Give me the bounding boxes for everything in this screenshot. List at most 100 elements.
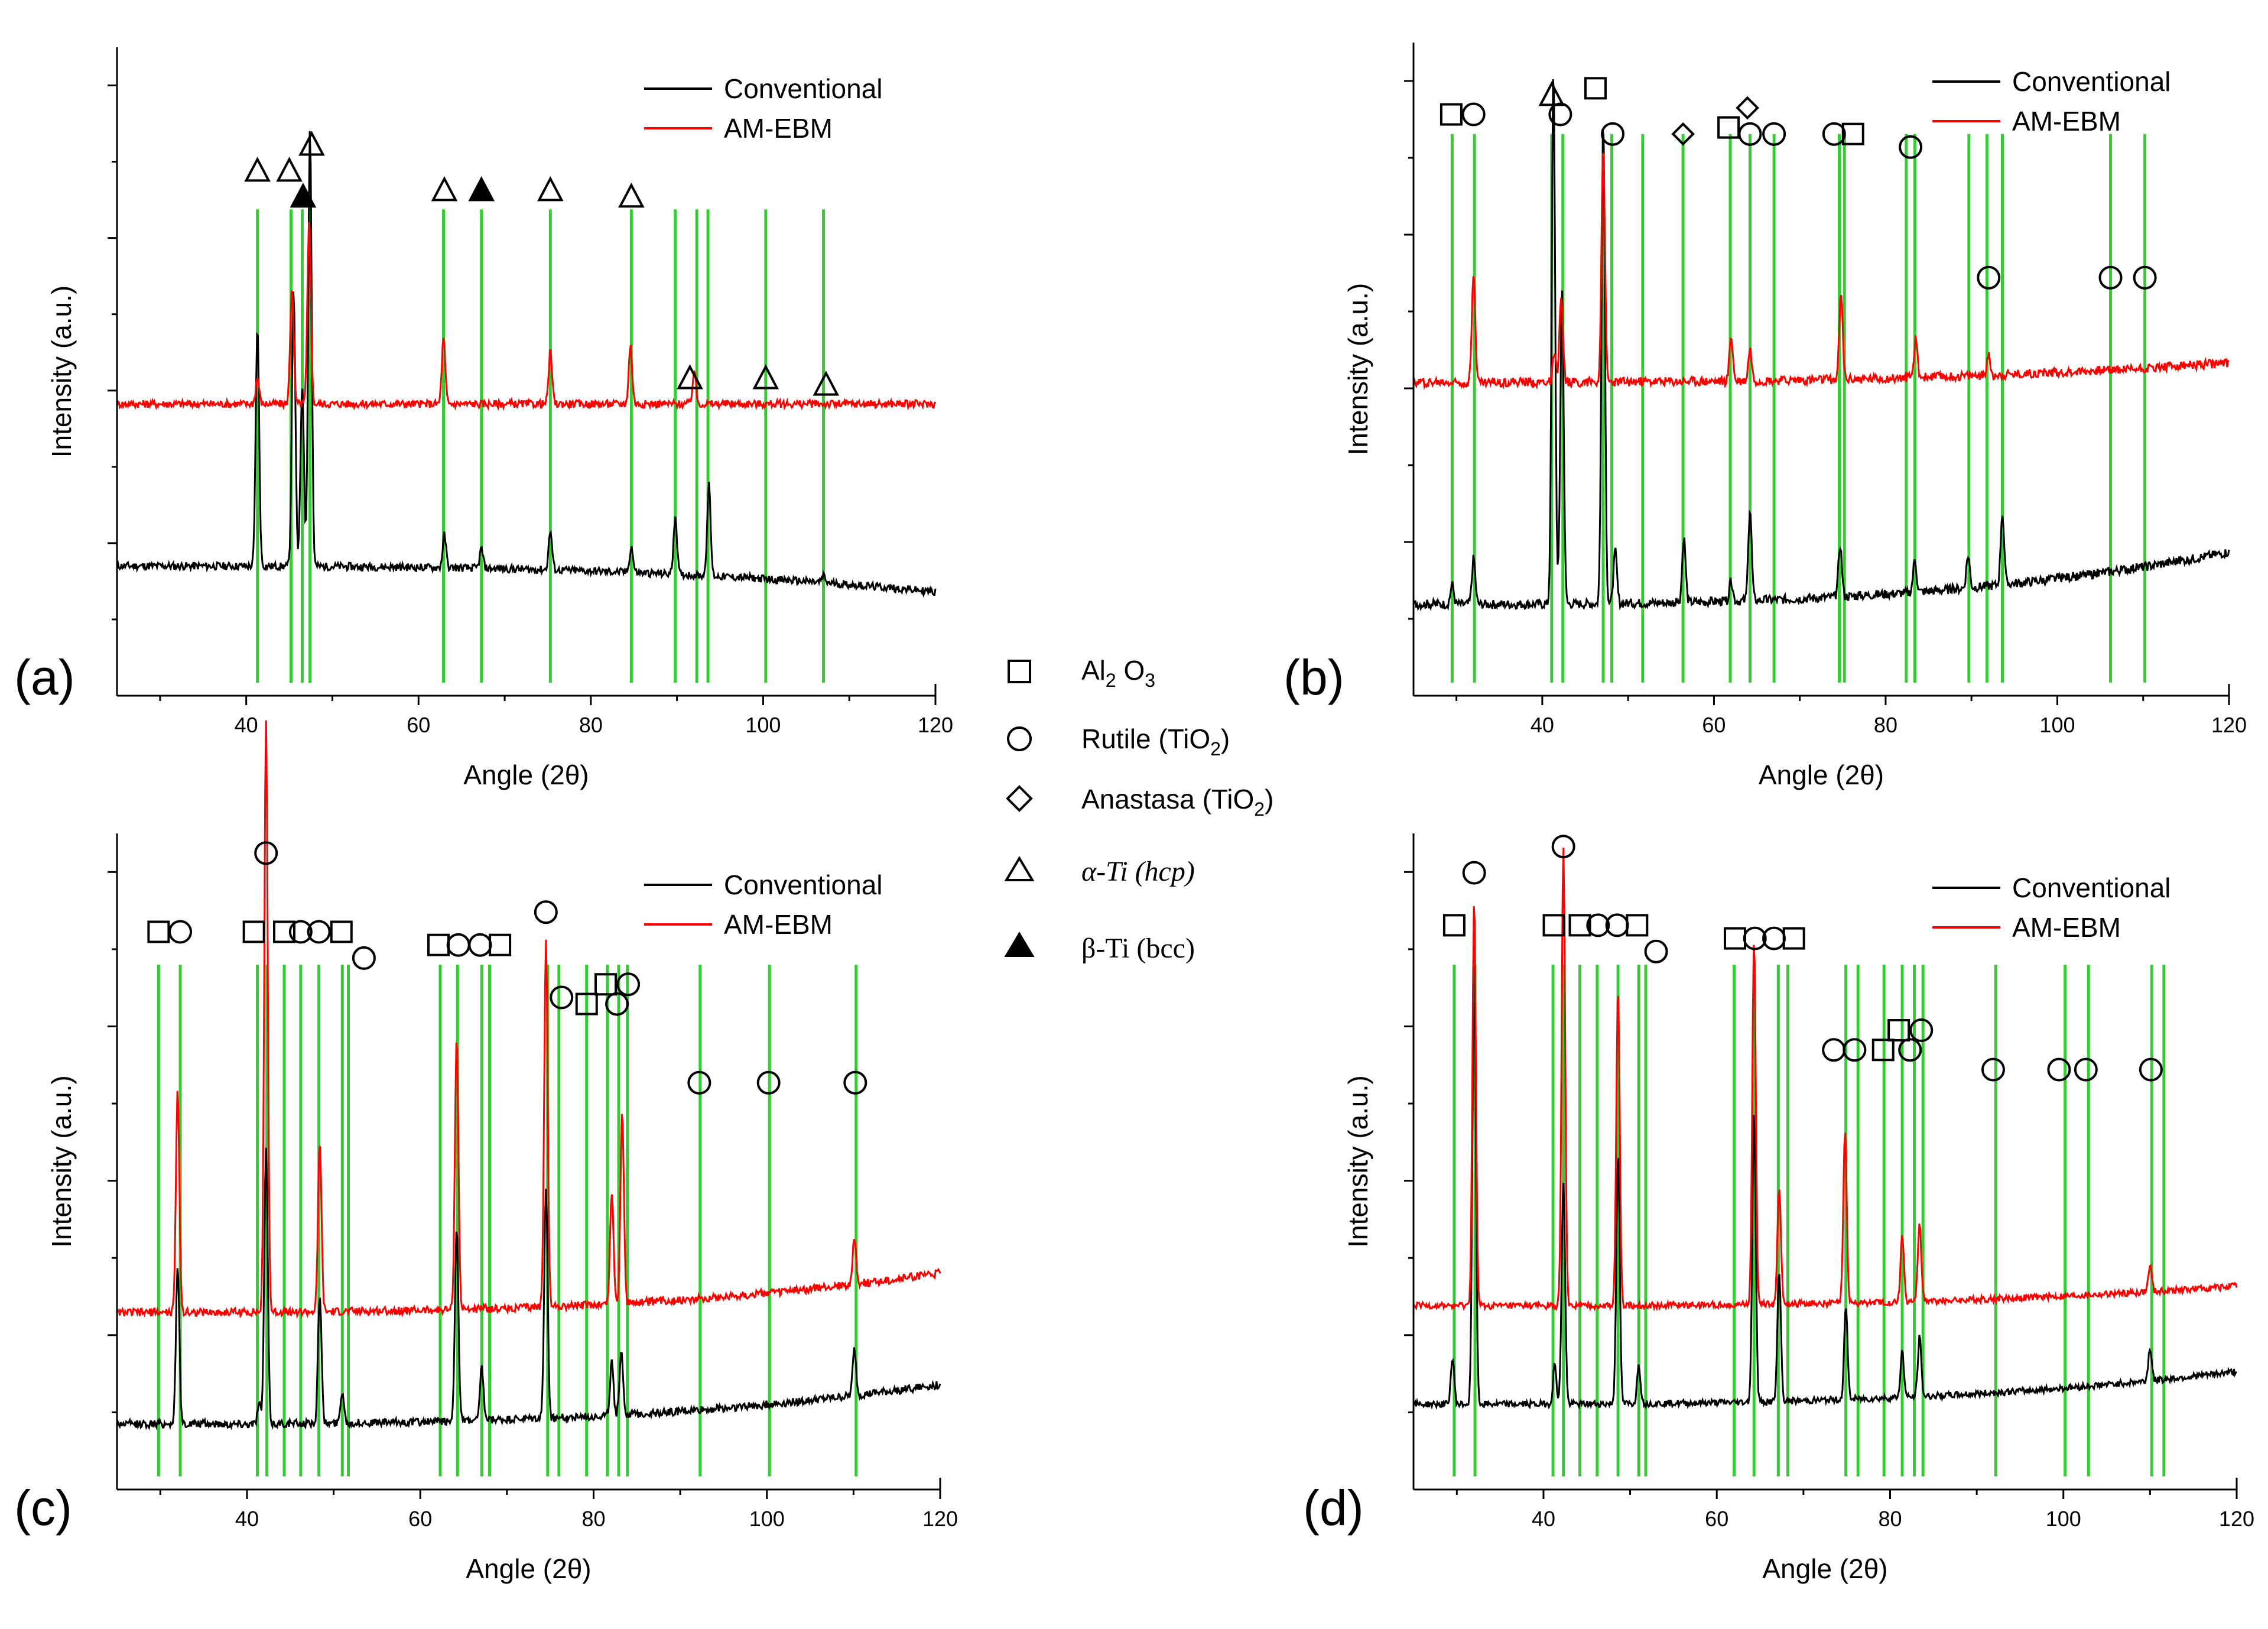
phase-key-beta-ti-label: β-Ti (bcc)	[1081, 933, 1195, 964]
circle-marker	[1822, 122, 1846, 146]
x-tick-label: 80	[1878, 1507, 1902, 1531]
series-legend: Conventional AM-EBM	[644, 869, 883, 940]
square-marker	[1584, 77, 1607, 100]
legend-label-am-ebm: AM-EBM	[2012, 106, 2121, 137]
circle-marker	[534, 900, 558, 924]
series-line-conventional	[116, 131, 937, 598]
x-tick-label: 80	[1874, 713, 1897, 737]
series-line-conventional	[1412, 966, 2237, 1410]
triangle-marker	[431, 176, 458, 202]
triangle-marker	[618, 183, 645, 208]
triangle-marker	[813, 371, 840, 396]
triangle-marker	[677, 364, 703, 390]
circle-marker	[1644, 939, 1668, 963]
y-axis-label: Intensity (a.u.)	[1343, 283, 1373, 455]
x-axis-label: Angle (2θ)	[1759, 760, 1884, 790]
triangle-filled-marker	[468, 176, 495, 202]
legend-label-conventional: Conventional	[2012, 872, 2171, 903]
x-tick-label: 80	[581, 1507, 605, 1531]
triangle-marker	[298, 131, 325, 156]
legend-label-am-ebm: AM-EBM	[2012, 912, 2121, 943]
circle-marker-icon	[1007, 726, 1032, 751]
y-axis-label: Intensity (a.u.)	[46, 285, 77, 457]
circle-marker	[1461, 102, 1486, 126]
circle-marker	[2047, 1057, 2071, 1082]
square-marker	[594, 973, 618, 996]
circle-marker	[1551, 835, 1575, 859]
filled-triangle-marker-icon	[1004, 932, 1035, 957]
square-marker	[575, 992, 598, 1015]
circle-marker	[1743, 926, 1767, 950]
triangle-marker	[276, 157, 303, 182]
series-line-am-ebm	[116, 720, 941, 1319]
x-tick-label: 100	[745, 713, 781, 737]
circle-marker	[687, 1070, 711, 1095]
x-tick-label: 40	[1531, 713, 1554, 737]
x-tick-label: 60	[1705, 1507, 1728, 1531]
panel-label-a: (a)	[14, 650, 75, 705]
circle-marker	[352, 946, 376, 970]
phase-key-rutile: Rutile (TiO2)	[1007, 723, 1230, 760]
legend-label-conventional: Conventional	[724, 73, 883, 104]
circle-marker	[2098, 265, 2123, 290]
square-marker	[1440, 103, 1463, 126]
series-line-conventional	[1412, 79, 2230, 612]
panel-1: 40 60 80 100 120 Angle (2θ) Intensity (a.u.) Co…	[1343, 43, 2247, 790]
series-legend: Conventional AM-EBM	[1932, 872, 2171, 943]
series-line-am-ebm	[1412, 152, 2230, 390]
diamond-marker	[1736, 96, 1759, 120]
square-marker	[1782, 927, 1805, 950]
phase-key: Al2 O3 Rutile (TiO2) Anastasa (TiO2) α-T…	[1004, 655, 1273, 964]
circle-marker	[1462, 861, 1486, 885]
y-axis-label: Intensity (a.u.)	[46, 1075, 77, 1247]
circle-marker	[756, 1070, 781, 1095]
triangle-marker	[1538, 81, 1565, 106]
square-marker	[1442, 914, 1466, 937]
x-axis-label: Angle (2θ)	[463, 760, 589, 790]
legend-label-am-ebm: AM-EBM	[724, 909, 833, 940]
circle-marker	[616, 972, 641, 997]
x-tick-label: 120	[918, 713, 953, 737]
diamond-marker-icon	[1006, 785, 1033, 812]
square-marker	[330, 920, 353, 943]
chart-panels: 40 60 80 100 120 Angle (2θ) Intensity (a.u.) Co…	[46, 43, 2254, 1584]
circle-marker	[1981, 1057, 2005, 1082]
x-tick-label: 60	[1702, 713, 1726, 737]
circle-marker	[1899, 135, 1923, 159]
square-marker	[242, 920, 265, 943]
square-marker	[1542, 914, 1565, 937]
x-tick-label: 60	[407, 713, 430, 737]
series-line-conventional	[116, 1147, 941, 1431]
triangle-marker	[752, 364, 779, 390]
square-marker	[1841, 122, 1864, 145]
square-marker	[1568, 914, 1591, 937]
legend-label-conventional: Conventional	[2012, 66, 2171, 97]
phase-key-alpha-ti: α-Ti (hcp)	[1004, 856, 1195, 887]
triangle-filled-marker	[290, 183, 317, 208]
circle-marker	[1843, 1038, 1867, 1062]
circle-marker	[1762, 122, 1786, 146]
phase-key-alpha-ti-label: α-Ti (hcp)	[1081, 856, 1195, 887]
legend-label-am-ebm: AM-EBM	[724, 113, 833, 144]
square-marker-icon	[1008, 660, 1031, 683]
circle-marker	[1898, 1038, 1922, 1062]
panel-0: 40 60 80 100 120 Angle (2θ) Intensity (a.u.) Co…	[46, 47, 953, 790]
square-marker	[1887, 1019, 1910, 1041]
x-tick-label: 120	[2219, 1507, 2254, 1531]
circle-marker	[1548, 102, 1572, 126]
panel-label-b: (b)	[1284, 650, 1344, 705]
x-tick-label: 120	[2211, 713, 2247, 737]
circle-marker	[2074, 1057, 2098, 1082]
x-axis-label: Angle (2θ)	[466, 1553, 591, 1584]
circle-marker	[288, 920, 313, 944]
circle-marker	[1909, 1018, 1934, 1042]
circle-marker	[1586, 913, 1610, 937]
phase-key-anastasa-label: Anastasa (TiO2)	[1081, 784, 1273, 820]
circle-marker	[843, 1070, 867, 1095]
circle-marker	[550, 985, 574, 1010]
x-tick-label: 120	[922, 1507, 958, 1531]
panel-2: 40 60 80 100 120 Angle (2θ) Intensity (a.u.) Co…	[46, 720, 958, 1584]
circle-marker	[2133, 265, 2157, 290]
square-marker	[489, 933, 512, 956]
phase-key-al2o3: Al2 O3	[1008, 655, 1155, 691]
